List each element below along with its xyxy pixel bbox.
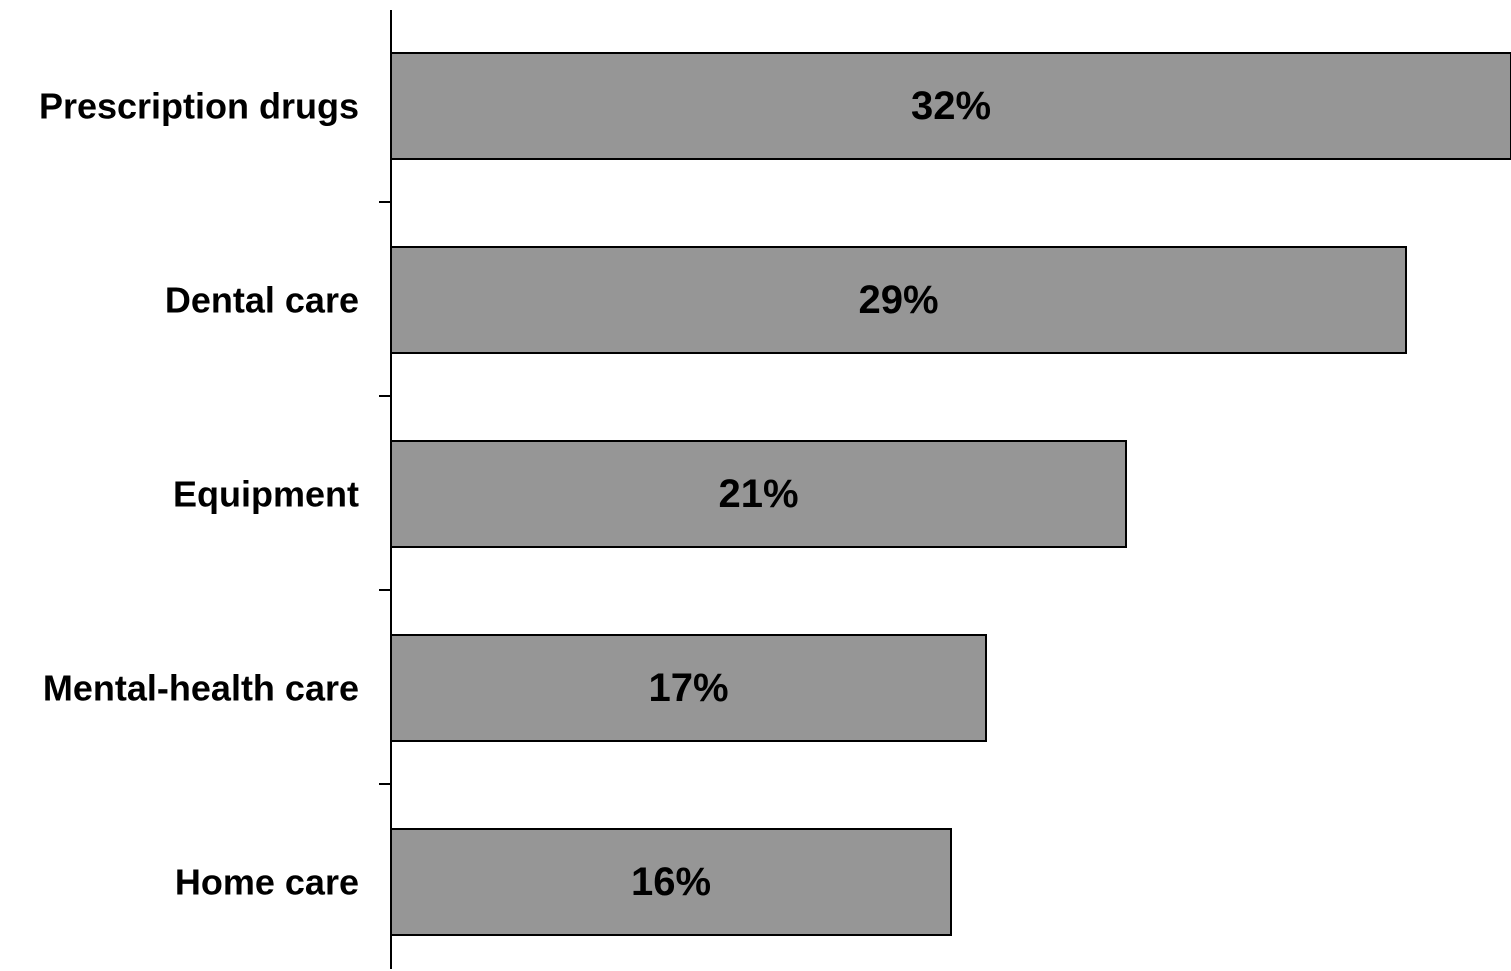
bar-series: 32% 29% 21% 17% 16% bbox=[390, 52, 1511, 936]
data-label: 29% bbox=[858, 278, 938, 322]
bar bbox=[390, 52, 1511, 160]
category-label: Mental-health care bbox=[43, 668, 359, 709]
bar bbox=[390, 828, 952, 936]
data-label: 17% bbox=[648, 666, 728, 710]
category-label: Dental care bbox=[165, 280, 359, 321]
category-label: Home care bbox=[175, 862, 359, 903]
data-label: 21% bbox=[718, 472, 798, 516]
category-label: Prescription drugs bbox=[39, 86, 359, 127]
bar bbox=[390, 634, 987, 742]
data-label: 32% bbox=[911, 84, 991, 128]
chart-axis bbox=[379, 10, 392, 969]
bar bbox=[390, 440, 1127, 548]
category-label: Equipment bbox=[173, 474, 359, 515]
data-label: 16% bbox=[631, 860, 711, 904]
category-labels: Prescription drugs Dental care Equipment Me… bbox=[39, 86, 359, 903]
bar bbox=[390, 246, 1407, 354]
